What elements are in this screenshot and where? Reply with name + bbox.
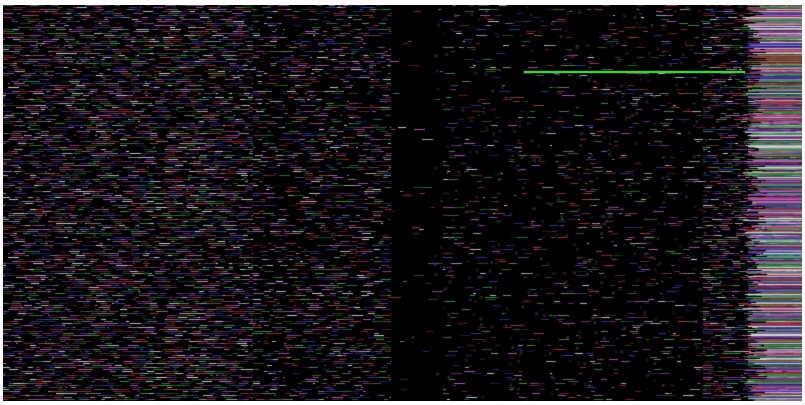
noise-field	[3, 5, 802, 401]
green-streak	[524, 71, 745, 73]
glitch-frame	[3, 5, 802, 401]
